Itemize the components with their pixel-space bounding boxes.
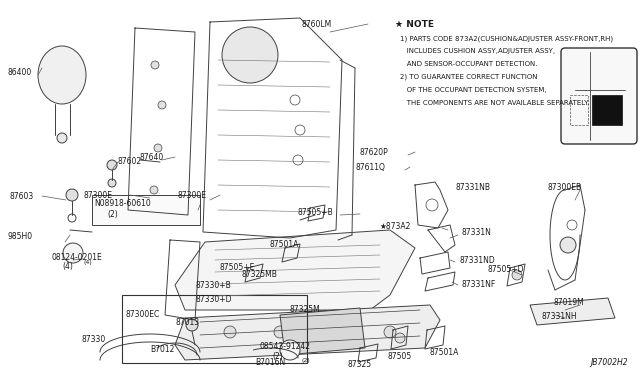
Text: 985H0: 985H0: [8, 232, 33, 241]
Text: 87603: 87603: [10, 192, 35, 201]
Text: 87325: 87325: [348, 360, 372, 369]
Text: 8760LM: 8760LM: [302, 20, 332, 29]
Text: (2): (2): [107, 210, 118, 219]
Text: 87505: 87505: [388, 352, 412, 361]
Text: 1) PARTS CODE 873A2(CUSHION&ADJUSTER ASSY-FRONT,RH): 1) PARTS CODE 873A2(CUSHION&ADJUSTER ASS…: [400, 35, 613, 42]
Polygon shape: [175, 305, 440, 360]
Text: 87325M: 87325M: [290, 305, 321, 314]
Text: 87330+B: 87330+B: [196, 281, 232, 290]
Circle shape: [334, 326, 346, 338]
Text: JB7002H2: JB7002H2: [590, 358, 628, 367]
Text: (4): (4): [62, 262, 73, 271]
Text: 87331NH: 87331NH: [542, 312, 578, 321]
Text: B7012: B7012: [150, 345, 174, 354]
Circle shape: [57, 133, 67, 143]
Text: 87331ND: 87331ND: [460, 256, 496, 265]
Circle shape: [512, 270, 522, 280]
Text: 08543-91242: 08543-91242: [260, 342, 311, 351]
Circle shape: [158, 101, 166, 109]
Text: 87620P: 87620P: [360, 148, 388, 157]
Text: 08124-0201E: 08124-0201E: [52, 253, 103, 262]
Polygon shape: [280, 308, 365, 355]
Text: 87331NB: 87331NB: [456, 183, 491, 192]
Text: 87505+E: 87505+E: [220, 263, 255, 272]
Text: THE COMPONENTS ARE NOT AVAILABLE SEPARATELY.: THE COMPONENTS ARE NOT AVAILABLE SEPARAT…: [400, 100, 589, 106]
Text: 87013: 87013: [175, 318, 199, 327]
Text: 87330: 87330: [82, 335, 106, 344]
Text: 86400: 86400: [8, 68, 32, 77]
Circle shape: [280, 340, 300, 360]
Text: 87501A: 87501A: [270, 240, 300, 249]
Text: 87330+D: 87330+D: [196, 295, 232, 304]
Text: 87640: 87640: [140, 153, 164, 162]
Circle shape: [66, 189, 78, 201]
Bar: [92, 195, 200, 225]
Text: OF THE OCCUPANT DETECTION SYSTEM,: OF THE OCCUPANT DETECTION SYSTEM,: [400, 87, 547, 93]
Circle shape: [395, 333, 405, 343]
Text: (2): (2): [301, 358, 310, 363]
Text: INCLUDES CUSHION ASSY,ADJUSTER ASSY,: INCLUDES CUSHION ASSY,ADJUSTER ASSY,: [400, 48, 555, 54]
Circle shape: [560, 237, 576, 253]
Text: 87325MB: 87325MB: [242, 270, 278, 279]
Bar: [592, 95, 622, 125]
Polygon shape: [530, 298, 615, 325]
Text: 87019M: 87019M: [553, 298, 584, 307]
Polygon shape: [175, 230, 415, 310]
Text: 87300EC: 87300EC: [125, 310, 159, 319]
Text: (2): (2): [272, 352, 283, 361]
Text: 87300E: 87300E: [84, 191, 113, 200]
Text: ★873A2: ★873A2: [380, 222, 412, 231]
Circle shape: [222, 27, 278, 83]
Circle shape: [63, 243, 83, 263]
Text: 87300EB: 87300EB: [548, 183, 582, 192]
Circle shape: [150, 186, 158, 194]
Text: 87602: 87602: [118, 157, 142, 166]
Circle shape: [107, 160, 117, 170]
Text: ★ NOTE: ★ NOTE: [395, 20, 434, 29]
Text: 87331NF: 87331NF: [462, 280, 496, 289]
Text: B7016N: B7016N: [255, 358, 285, 367]
Text: N08918-60610: N08918-60610: [94, 199, 151, 208]
Circle shape: [154, 144, 162, 152]
Text: 87611Q: 87611Q: [355, 163, 385, 172]
Circle shape: [151, 61, 159, 69]
Text: 87300E: 87300E: [178, 191, 207, 200]
Text: 87505+B: 87505+B: [298, 208, 333, 217]
FancyBboxPatch shape: [561, 48, 637, 144]
Ellipse shape: [38, 46, 86, 104]
Text: 87505+D: 87505+D: [488, 265, 525, 274]
Text: 2) TO GUARANTEE CORRECT FUNCTION: 2) TO GUARANTEE CORRECT FUNCTION: [400, 74, 538, 80]
Text: (4): (4): [84, 260, 93, 265]
Circle shape: [108, 179, 116, 187]
Text: 87501A: 87501A: [430, 348, 460, 357]
Text: AND SENSOR-OCCUPANT DETECTION.: AND SENSOR-OCCUPANT DETECTION.: [400, 61, 538, 67]
Circle shape: [384, 326, 396, 338]
Circle shape: [186, 319, 198, 331]
Text: 87331N: 87331N: [462, 228, 492, 237]
Circle shape: [224, 326, 236, 338]
Bar: [122, 295, 307, 363]
Bar: [570, 95, 588, 125]
Circle shape: [274, 326, 286, 338]
